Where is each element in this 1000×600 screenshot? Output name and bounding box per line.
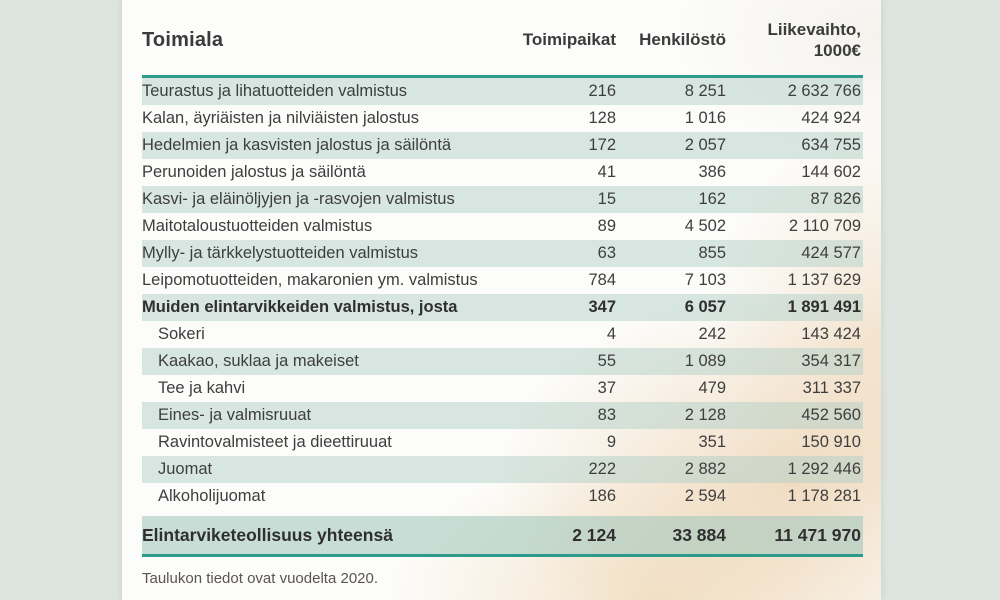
industry-name: Ravintovalmisteet ja dieettiruuat [158, 433, 392, 451]
turnover-value: 2 110 709 [788, 217, 861, 235]
turnover-value: 87 826 [810, 190, 861, 208]
establishments-value: 784 [588, 271, 616, 289]
personnel-value: 2 057 [684, 136, 726, 154]
total-establishments-value: 2 124 [572, 524, 616, 545]
industry-name: Tee ja kahvi [158, 379, 246, 397]
establishments-value: 186 [588, 487, 616, 505]
total-row: Elintarviketeollisuus yhteensä 2 124 33 … [142, 516, 863, 557]
turnover-value: 143 424 [801, 325, 861, 343]
personnel-value: 351 [698, 433, 726, 451]
turnover-value: 150 910 [801, 433, 861, 451]
turnover-value: 424 577 [801, 244, 861, 262]
header-personnel: Henkilöstö [639, 30, 726, 50]
establishments-value: 55 [597, 352, 616, 370]
industry-name: Juomat [158, 460, 213, 478]
establishments-value: 347 [588, 298, 616, 316]
industry-name: Kalan, äyriäisten ja nilviäisten jalostu… [142, 109, 419, 127]
header-turnover: Liikevaihto, 1000€ [728, 20, 863, 60]
personnel-value: 4 502 [684, 217, 726, 235]
personnel-value: 242 [698, 325, 726, 343]
personnel-value: 7 103 [684, 271, 726, 289]
establishments-value: 37 [597, 379, 616, 397]
table-row: Perunoiden jalostus ja säilöntä 41 386 144 … [142, 159, 863, 186]
establishments-value: 9 [606, 433, 616, 451]
turnover-value: 1 891 491 [787, 298, 861, 316]
total-industry-name: Elintarviketeollisuus yhteensä [142, 524, 393, 545]
personnel-value: 6 057 [684, 298, 726, 316]
personnel-value: 162 [698, 190, 726, 208]
personnel-value: 2 882 [684, 460, 726, 478]
turnover-value: 144 602 [801, 163, 861, 181]
table-body: Teurastus ja lihatuotteiden valmistus 216… [142, 78, 863, 510]
establishments-value: 216 [588, 82, 616, 100]
industry-name: Muiden elintarvikkeiden valmistus, josta [142, 298, 458, 316]
industry-name: Maitotaloustuotteiden valmistus [142, 217, 373, 235]
establishments-value: 172 [588, 136, 616, 154]
industry-name: Kaakao, suklaa ja makeiset [158, 352, 359, 370]
establishments-value: 63 [597, 244, 616, 262]
total-personnel-value: 33 884 [672, 524, 726, 545]
personnel-value: 2 128 [684, 406, 726, 424]
header-industry: Toimiala [142, 29, 224, 51]
personnel-value: 855 [698, 244, 726, 262]
industry-name: Sokeri [158, 325, 205, 343]
table-row: Ravintovalmisteet ja dieettiruuat 9 351 150… [142, 429, 863, 456]
header-turnover-line1: Liikevaihto, [767, 20, 861, 40]
turnover-value: 634 755 [801, 136, 861, 154]
total-turnover-value: 11 471 970 [774, 524, 861, 545]
establishments-value: 222 [588, 460, 616, 478]
turnover-value: 2 632 766 [787, 82, 861, 100]
establishments-value: 89 [597, 217, 616, 235]
turnover-value: 1 178 281 [787, 487, 861, 505]
industry-name: Alkoholijuomat [158, 487, 266, 505]
industry-name: Hedelmien ja kasvisten jalostus ja säilö… [142, 136, 452, 154]
industry-name: Leipomotuotteiden, makaronien ym. valmis… [142, 271, 478, 289]
personnel-value: 386 [698, 163, 726, 181]
personnel-value: 1 089 [684, 352, 726, 370]
table-row: Alkoholijuomat 186 2 594 1 178 281 [142, 483, 863, 510]
turnover-value: 1 137 629 [787, 271, 861, 289]
table-row: Teurastus ja lihatuotteiden valmistus 216… [142, 78, 863, 105]
table-row: Juomat 222 2 882 1 292 446 [142, 456, 863, 483]
table-row: Kasvi- ja eläinöljyjen ja -rasvojen valm… [142, 186, 863, 213]
industry-name: Teurastus ja lihatuotteiden valmistus [142, 82, 408, 100]
table-row: Leipomotuotteiden, makaronien ym. valmis… [142, 267, 863, 294]
turnover-value: 1 292 446 [787, 460, 861, 478]
industry-name: Kasvi- ja eläinöljyjen ja -rasvojen valm… [142, 190, 455, 208]
industry-name: Mylly- ja tärkkelystuotteiden valmistus [142, 244, 419, 262]
table-header: Toimiala Toimipaikat Henkilöstö Liikevai… [142, 0, 863, 78]
table-row: Muiden elintarvikkeiden valmistus, josta… [142, 294, 863, 321]
table-row: Sokeri 4 242 143 424 [142, 321, 863, 348]
industry-name: Eines- ja valmisruuat [158, 406, 312, 424]
table-card: Toimiala Toimipaikat Henkilöstö Liikevai… [122, 0, 881, 600]
personnel-value: 1 016 [684, 109, 726, 127]
industry-name: Perunoiden jalostus ja säilöntä [142, 163, 366, 181]
establishments-value: 128 [588, 109, 616, 127]
header-turnover-line2: 1000€ [813, 40, 861, 60]
turnover-value: 354 317 [801, 352, 861, 370]
table-row: Mylly- ja tärkkelystuotteiden valmistus 6… [142, 240, 863, 267]
personnel-value: 479 [698, 379, 726, 397]
turnover-value: 424 924 [801, 109, 861, 127]
table-row: Eines- ja valmisruuat 83 2 128 452 560 [142, 402, 863, 429]
establishments-value: 4 [606, 325, 616, 343]
turnover-value: 452 560 [801, 406, 861, 424]
table-row: Maitotaloustuotteiden valmistus 89 4 502 2 … [142, 213, 863, 240]
turnover-value: 311 337 [802, 379, 861, 397]
table-row: Hedelmien ja kasvisten jalostus ja säilö… [142, 132, 863, 159]
table-row: Kalan, äyriäisten ja nilviäisten jalostu… [142, 105, 863, 132]
personnel-value: 8 251 [684, 82, 726, 100]
personnel-value: 2 594 [684, 487, 726, 505]
table-row: Kaakao, suklaa ja makeiset 55 1 089 354 317 [142, 348, 863, 375]
table-row: Tee ja kahvi 37 479 311 337 [142, 375, 863, 402]
establishments-value: 41 [597, 163, 616, 181]
establishments-value: 83 [597, 406, 616, 424]
header-establishments: Toimipaikat [522, 30, 616, 50]
establishments-value: 15 [597, 190, 616, 208]
table-footnote: Taulukon tiedot ovat vuodelta 2020. [142, 570, 379, 587]
